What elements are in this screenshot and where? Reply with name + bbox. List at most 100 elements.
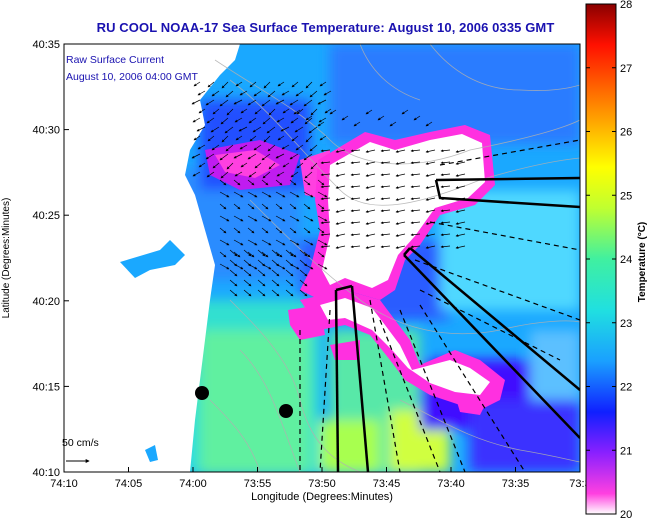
current-vector (303, 215, 314, 222)
current-vector (211, 90, 220, 97)
current-vector (233, 153, 243, 159)
current-vector (224, 126, 234, 134)
colorbar-tick-label: 21 (620, 445, 632, 457)
current-vector (350, 197, 361, 201)
current-vector (271, 249, 280, 257)
current-vector (320, 233, 331, 237)
current-vector (410, 149, 421, 153)
x-tick-label: 73:3 (569, 478, 590, 490)
current-vector (220, 171, 229, 179)
colorbar-tick-label: 22 (620, 382, 632, 394)
current-vector (193, 135, 201, 141)
current-vector (310, 108, 318, 116)
current-vector (335, 149, 346, 153)
current-vector (440, 173, 451, 177)
current-vector (229, 289, 238, 297)
current-vector (261, 191, 272, 198)
current-vector (425, 121, 433, 127)
current-vector (296, 108, 304, 115)
current-vector (353, 121, 361, 127)
current-vector (249, 135, 257, 142)
current-vector (254, 162, 262, 169)
colorbar-tick-label: 24 (620, 254, 632, 266)
current-vector (410, 161, 421, 165)
current-vector (275, 215, 286, 222)
x-tick-label: 73:55 (244, 478, 272, 490)
current-vector (335, 173, 346, 177)
plot-area (64, 44, 580, 472)
current-vector (319, 135, 327, 141)
map-title: RU COOL NOAA-17 Sea Surface Temperature:… (96, 20, 555, 35)
current-vector (304, 171, 313, 179)
x-axis-label: Longitude (Degrees:Minutes) (251, 491, 393, 503)
current-vector (247, 215, 258, 222)
current-vector (263, 81, 271, 89)
current-vector (365, 161, 376, 165)
current-vector (197, 90, 206, 96)
current-vector (192, 171, 201, 177)
current-vector (261, 227, 269, 234)
current-vector (320, 149, 331, 153)
current-vector (365, 149, 376, 153)
current-vector (323, 90, 332, 96)
current-vector (317, 239, 328, 246)
current-vector (281, 90, 290, 96)
current-vector (233, 191, 244, 198)
current-vector (233, 227, 241, 234)
current-vector (296, 162, 304, 169)
current-vector (380, 185, 391, 189)
current-vector (238, 126, 248, 132)
current-vector (210, 126, 220, 133)
current-vector (335, 209, 346, 213)
current-vector (395, 185, 406, 189)
current-vector (247, 203, 255, 210)
current-vector (317, 191, 328, 198)
current-vector (303, 227, 311, 234)
current-vector (219, 263, 230, 270)
current-vector (410, 221, 421, 225)
current-vector (365, 233, 376, 237)
current-vector (257, 259, 266, 267)
current-vector (275, 239, 286, 246)
current-vector (317, 263, 328, 270)
current-vector (285, 249, 294, 257)
current-vector (275, 179, 283, 186)
current-vector (350, 185, 361, 189)
current-vector (207, 81, 215, 88)
current-vector (440, 161, 451, 165)
colorbar-tick-label: 23 (620, 318, 632, 330)
current-vector (275, 99, 285, 105)
current-vector (350, 245, 361, 249)
current-vector (219, 215, 230, 222)
y-tick-label: 40:25 (32, 210, 60, 222)
colorbar-label: Temperature (°C) (637, 222, 648, 303)
current-vector (247, 153, 257, 160)
current-vector (303, 239, 314, 246)
current-vector (285, 289, 294, 297)
current-vector (197, 144, 206, 150)
current-vector (455, 173, 466, 177)
current-vector (380, 197, 391, 201)
current-vector (440, 149, 451, 153)
current-vector (317, 179, 325, 186)
current-vector (425, 245, 436, 249)
current-vector (221, 135, 229, 143)
current-vector (380, 209, 391, 213)
current-vector (257, 269, 266, 277)
current-vector (225, 90, 234, 98)
current-vector (350, 221, 361, 225)
overlay-line-2: August 10, 2006 04:00 GMT (66, 71, 199, 83)
current-vector (285, 269, 294, 277)
current-vector (350, 233, 361, 237)
current-vector (305, 81, 313, 89)
current-vector (191, 153, 201, 159)
current-vector (291, 81, 299, 88)
current-vector (395, 221, 406, 225)
x-tick-label: 74:00 (179, 478, 207, 490)
current-vector (299, 269, 308, 277)
current-vector (285, 259, 294, 267)
current-vector (261, 179, 269, 186)
current-vector (335, 233, 346, 237)
current-vector (320, 245, 331, 249)
current-vector (221, 81, 229, 89)
